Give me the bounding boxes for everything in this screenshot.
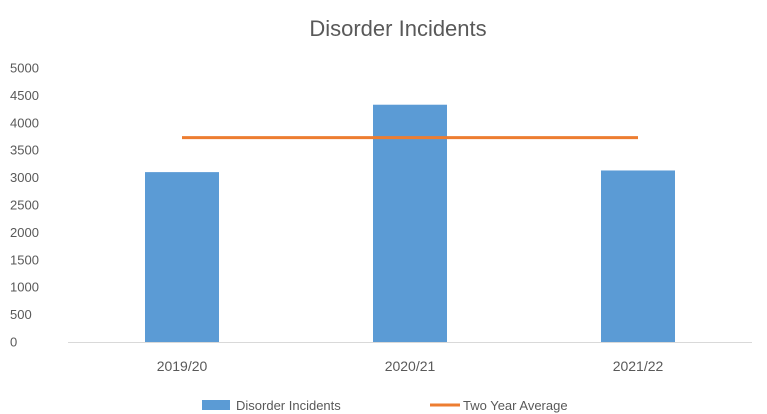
x-tick-label: 2020/21 [385, 358, 436, 374]
bar-series [145, 104, 675, 342]
legend-label-disorder-incidents: Disorder Incidents [236, 398, 341, 413]
x-tick-label: 2019/20 [157, 358, 208, 374]
y-tick-label: 1000 [10, 280, 39, 295]
y-tick-label: 2000 [10, 225, 39, 240]
legend-label-two-year-average: Two Year Average [463, 398, 568, 413]
y-tick-label: 3500 [10, 143, 39, 158]
y-tick-label: 5000 [10, 61, 39, 76]
bar-2021-22 [601, 170, 675, 342]
bar-2019-20 [145, 172, 219, 342]
bar-2020-21 [373, 104, 447, 342]
y-tick-label: 3000 [10, 170, 39, 185]
chart-title: Disorder Incidents [309, 16, 486, 41]
x-axis-tick-labels: 2019/20 2020/21 2021/22 [157, 358, 664, 374]
y-tick-label: 500 [10, 307, 32, 322]
y-tick-label: 1500 [10, 252, 39, 267]
y-tick-label: 4000 [10, 115, 39, 130]
y-tick-label: 0 [10, 335, 17, 350]
legend-swatch-disorder-incidents [202, 400, 230, 410]
y-tick-label: 2500 [10, 198, 39, 213]
legend: Disorder Incidents Two Year Average [202, 398, 568, 413]
x-tick-label: 2021/22 [613, 358, 664, 374]
y-axis-tick-labels: 0 500 1000 1500 2000 2500 3000 3500 4000 4500 5000 [10, 61, 39, 350]
y-tick-label: 4500 [10, 88, 39, 103]
